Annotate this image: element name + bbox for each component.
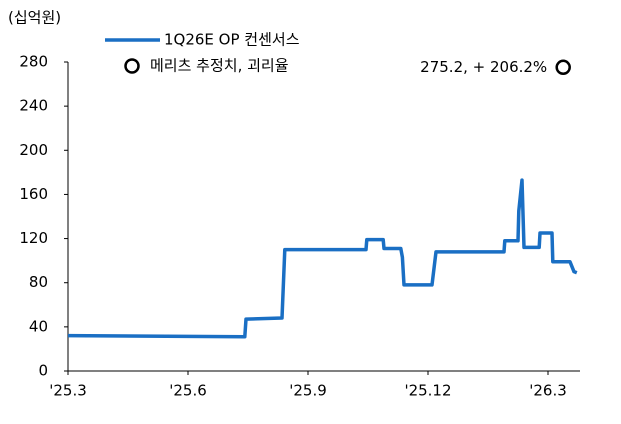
y-tick-label: 160	[19, 185, 48, 203]
series-line	[67, 178, 578, 339]
legend-label: 1Q26E OP 컨센서스	[164, 31, 300, 49]
y-tick-label: 80	[29, 273, 48, 291]
y-tick-label: 200	[19, 141, 48, 159]
x-tick-label: '25.6	[169, 382, 207, 400]
x-tick-label: '26.3	[529, 382, 567, 400]
legend-label: 메리츠 추정치, 괴리율	[150, 57, 289, 75]
x-tick-label: '25.9	[289, 382, 327, 400]
data-label: 275.2, + 206.2%	[420, 58, 547, 76]
x-tick-label: '25.3	[49, 382, 87, 400]
y-tick-label: 240	[19, 97, 48, 115]
x-tick-label: '25.12	[404, 382, 451, 400]
y-tick-label: 280	[19, 53, 48, 71]
y-tick-label: 0	[38, 362, 48, 380]
y-tick-label: 40	[29, 317, 48, 335]
unit-label: (십억원)	[8, 9, 61, 27]
y-tick-label: 120	[19, 229, 48, 247]
marker	[555, 59, 571, 76]
legend-marker	[124, 58, 140, 74]
